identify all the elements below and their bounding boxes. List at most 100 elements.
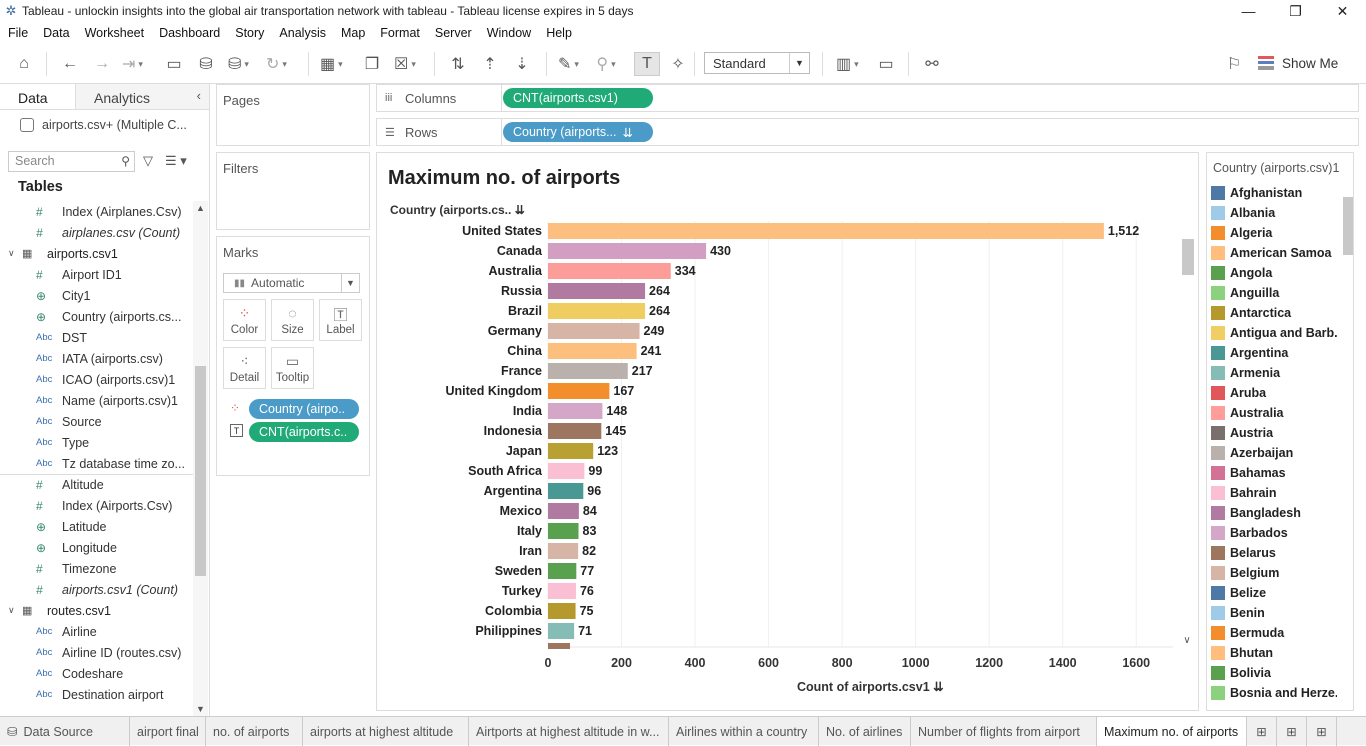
- menu-server[interactable]: Server: [434, 26, 472, 40]
- legend-item[interactable]: Australia: [1211, 403, 1337, 423]
- menu-format[interactable]: Format: [380, 26, 420, 40]
- field-item[interactable]: # Index (Airports.Csv): [0, 495, 193, 516]
- refresh-icon[interactable]: ↻: [266, 52, 287, 76]
- bar[interactable]: [548, 363, 628, 379]
- legend-item[interactable]: Bermuda: [1211, 623, 1337, 643]
- legend-item[interactable]: Aruba: [1211, 383, 1337, 403]
- field-item[interactable]: # Timezone: [0, 558, 193, 579]
- tab-analytics[interactable]: Analytics: [76, 84, 209, 109]
- legend-item[interactable]: Anguilla: [1211, 283, 1337, 303]
- tooltip-button[interactable]: ▭ Tooltip: [271, 347, 314, 389]
- scroll-up-icon[interactable]: ▲: [196, 203, 205, 213]
- viz-scrollbar[interactable]: [1180, 235, 1194, 647]
- legend-item[interactable]: Belize: [1211, 583, 1337, 603]
- new-dashboard-icon[interactable]: ⊞: [1277, 717, 1307, 746]
- pin-icon[interactable]: ✧: [671, 56, 685, 73]
- fit-dropdown[interactable]: Standard ▼: [704, 52, 810, 74]
- new-story-icon[interactable]: ⊞: [1307, 717, 1337, 746]
- legend-item[interactable]: Benin: [1211, 603, 1337, 623]
- bar[interactable]: [548, 303, 646, 319]
- legend-item[interactable]: Angola: [1211, 263, 1337, 283]
- rows-pill[interactable]: Country (airports... ⇊: [503, 122, 653, 142]
- bar[interactable]: [548, 623, 575, 639]
- bar[interactable]: [548, 243, 707, 259]
- field-item[interactable]: ⊕ City1: [0, 285, 193, 306]
- menu-data[interactable]: Data: [43, 26, 70, 40]
- legend-item[interactable]: Bosnia and Herze..: [1211, 683, 1337, 703]
- mark-type-dropdown[interactable]: ▮▮ Automatic ▼: [223, 273, 360, 293]
- menu-worksheet[interactable]: Worksheet: [84, 26, 145, 40]
- field-item[interactable]: # airports.csv1 (Count): [0, 579, 193, 600]
- sort-icon[interactable]: ⇊: [933, 680, 944, 694]
- field-item[interactable]: Abc Airline ID (routes.csv): [0, 642, 193, 663]
- sheet-tab[interactable]: Airlines within a country: [669, 717, 819, 746]
- search-input[interactable]: Search ⚲: [8, 150, 135, 172]
- table-group[interactable]: ∨ ▦ routes.csv1: [0, 600, 193, 621]
- field-item[interactable]: ⊕ Country (airports.cs...: [0, 306, 193, 327]
- field-item[interactable]: Abc Tz database time zo...: [0, 453, 193, 474]
- bar[interactable]: [548, 483, 584, 499]
- legend-item[interactable]: Bangladesh: [1211, 503, 1337, 523]
- field-item[interactable]: Abc Source: [0, 411, 193, 432]
- field-item[interactable]: Abc ICAO (airports.csv)1: [0, 369, 193, 390]
- color-pill[interactable]: Country (airpo..: [249, 399, 359, 419]
- sheet-tab[interactable]: Maximum no. of airports: [1097, 717, 1247, 746]
- columns-shelf[interactable]: iii Columns CNT(airports.csv1): [376, 84, 1359, 112]
- sort-ascending-icon[interactable]: ⇡: [483, 56, 497, 73]
- legend-item[interactable]: Argentina: [1211, 343, 1337, 363]
- group-icon[interactable]: ⚲: [596, 52, 616, 76]
- field-item[interactable]: # Airport ID1: [0, 264, 193, 285]
- rows-shelf[interactable]: ☰ Rows Country (airports... ⇊: [376, 118, 1359, 146]
- legend-item[interactable]: Belarus: [1211, 543, 1337, 563]
- clear-sheet-icon[interactable]: ☒: [394, 52, 416, 76]
- field-item[interactable]: ⊕ Longitude: [0, 537, 193, 558]
- redo-icon[interactable]: →: [94, 55, 110, 72]
- legend-item[interactable]: Bolivia: [1211, 663, 1337, 683]
- field-item[interactable]: Abc IATA (airports.csv): [0, 348, 193, 369]
- menu-file[interactable]: File: [8, 26, 29, 40]
- row-header[interactable]: Country (airports.cs.. ⇊: [390, 203, 525, 217]
- sort-icon[interactable]: ⇊: [514, 203, 525, 217]
- bar[interactable]: [548, 563, 577, 579]
- field-item[interactable]: Abc Type: [0, 432, 193, 453]
- x-axis-title[interactable]: Count of airports.csv1 ⇊: [797, 679, 944, 694]
- legend-item[interactable]: Algeria: [1211, 223, 1337, 243]
- table-group[interactable]: ∨ ▦ airports.csv1: [0, 243, 193, 264]
- tab-data-source[interactable]: ⛁ Data Source: [0, 717, 130, 746]
- menu-window[interactable]: Window: [486, 26, 532, 40]
- replay-icon[interactable]: ⇥: [122, 52, 143, 76]
- restore-icon[interactable]: ❐: [1289, 2, 1302, 19]
- legend-item[interactable]: Belgium: [1211, 563, 1337, 583]
- new-datasource-icon[interactable]: ⛁: [199, 56, 213, 73]
- legend-item[interactable]: Bahrain: [1211, 483, 1337, 503]
- sheet-tab[interactable]: Number of flights from airport: [911, 717, 1097, 746]
- new-worksheet-icon[interactable]: ⊞: [1247, 717, 1277, 746]
- size-button[interactable]: ◌ Size: [271, 299, 314, 341]
- legend-item[interactable]: Afghanistan: [1211, 183, 1337, 203]
- menu-story[interactable]: Story: [235, 26, 265, 40]
- bar[interactable]: [548, 603, 576, 619]
- pages-card[interactable]: Pages: [216, 84, 370, 146]
- scroll-down-icon[interactable]: ▼: [196, 704, 205, 714]
- field-item[interactable]: Abc Destination airport: [0, 684, 193, 705]
- filters-card[interactable]: Filters: [216, 152, 370, 230]
- bar[interactable]: [548, 283, 646, 299]
- columns-pill[interactable]: CNT(airports.csv1): [503, 88, 653, 108]
- highlight-icon[interactable]: ✎: [558, 52, 579, 76]
- filter-icon[interactable]: ▽: [143, 153, 153, 168]
- bar[interactable]: [548, 423, 602, 439]
- close-icon[interactable]: ✕: [1336, 2, 1349, 19]
- collapse-icon[interactable]: ∨: [8, 605, 15, 615]
- show-labels-icon[interactable]: T: [634, 52, 660, 76]
- view-options-icon[interactable]: ☰ ▾: [165, 153, 187, 168]
- bar[interactable]: [548, 503, 579, 519]
- bar[interactable]: [548, 223, 1104, 239]
- save-icon[interactable]: ▭: [166, 56, 182, 73]
- bar[interactable]: [548, 323, 640, 339]
- sheet-tab[interactable]: No. of airlines: [819, 717, 911, 746]
- color-button[interactable]: ⁘ Color: [223, 299, 266, 341]
- field-item[interactable]: Abc DST: [0, 327, 193, 348]
- share-icon[interactable]: ⚯: [925, 56, 939, 73]
- datasource-item[interactable]: airports.csv+ (Multiple C...: [0, 110, 209, 140]
- detail-button[interactable]: ⁖ Detail: [223, 347, 266, 389]
